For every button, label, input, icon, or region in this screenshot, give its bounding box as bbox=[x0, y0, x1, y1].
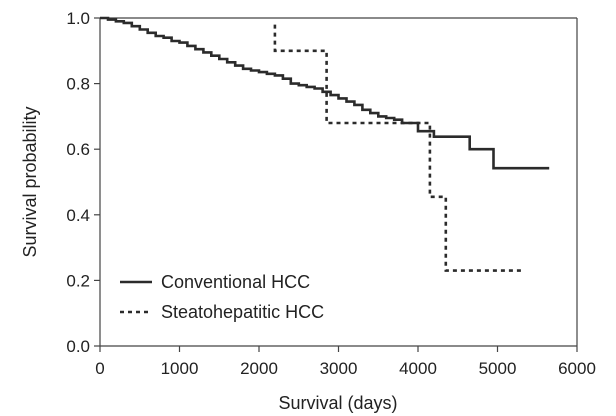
y-tick-label: 0.4 bbox=[66, 206, 90, 225]
y-tick-label: 0.6 bbox=[66, 140, 90, 159]
legend: Conventional HCC Steatohepatitic HCC bbox=[120, 272, 324, 322]
x-tick-label: 4000 bbox=[399, 359, 437, 378]
legend-label-conventional: Conventional HCC bbox=[161, 272, 310, 292]
y-tick-label: 0.2 bbox=[66, 271, 90, 290]
legend-label-steatohepatitic: Steatohepatitic HCC bbox=[161, 302, 324, 322]
series-line-conventional-hcc bbox=[100, 16, 550, 170]
y-tick-label: 1.0 bbox=[66, 9, 90, 28]
y-axis-title: Survival probability bbox=[20, 106, 40, 257]
x-tick-label: 6000 bbox=[558, 359, 596, 378]
series-layer bbox=[100, 16, 550, 272]
x-ticks: 0 1000 2000 3000 4000 5000 6000 bbox=[95, 346, 596, 378]
y-ticks: 0.0 0.2 0.4 0.6 0.8 1.0 bbox=[66, 9, 100, 356]
x-tick-label: 0 bbox=[95, 359, 104, 378]
x-tick-label: 3000 bbox=[320, 359, 358, 378]
series-line-steatohepatitic-hcc bbox=[273, 24, 522, 272]
x-tick-label: 1000 bbox=[161, 359, 199, 378]
x-tick-label: 5000 bbox=[479, 359, 517, 378]
y-tick-label: 0.8 bbox=[66, 75, 90, 94]
x-axis-title: Survival (days) bbox=[278, 393, 397, 413]
y-tick-label: 0.0 bbox=[66, 337, 90, 356]
x-tick-label: 2000 bbox=[240, 359, 278, 378]
